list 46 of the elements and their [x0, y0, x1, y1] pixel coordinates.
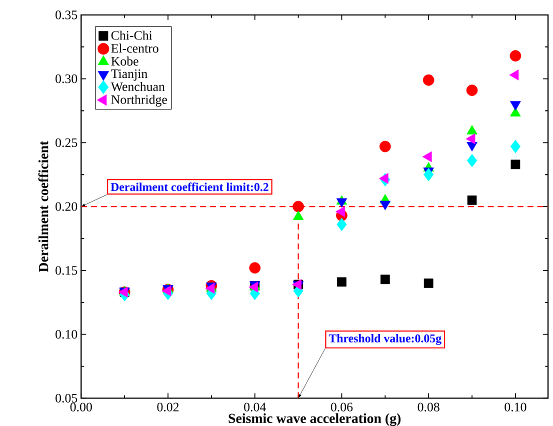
point — [466, 154, 478, 168]
point — [380, 200, 391, 210]
legend-label: Wenchuan — [110, 82, 165, 92]
point — [466, 133, 476, 144]
y-tick-label: 0.25 — [56, 138, 78, 148]
legend-label: El-centro — [111, 44, 158, 53]
point — [379, 140, 391, 152]
point — [422, 74, 434, 86]
point — [509, 70, 519, 80]
x-tick-label: 0.08 — [418, 402, 440, 412]
point — [510, 160, 520, 170]
point — [380, 274, 390, 284]
point — [424, 168, 434, 182]
x-tick-label: 0.02 — [157, 402, 179, 412]
y-tick-label: 0.05 — [56, 394, 78, 403]
point — [336, 218, 347, 232]
ref-line-label: Derailment coefficient limit:0.2 — [110, 182, 268, 192]
x-axis-title: Seismic wave acceleration (g) — [228, 413, 401, 426]
point — [378, 173, 388, 184]
legend-label: Kobe — [111, 56, 138, 66]
legend-label: Tianjin — [111, 69, 148, 81]
point — [336, 206, 345, 218]
x-tick-label: 0.10 — [504, 402, 526, 412]
y-axis-title: Derailment coefficient — [38, 140, 48, 272]
point — [424, 278, 434, 288]
x-tick-label: 0.00 — [70, 402, 92, 412]
point — [249, 262, 261, 274]
y-tick-label: 0.10 — [56, 330, 78, 339]
ref-line-label: Threshold value:0.05g — [328, 334, 442, 345]
point — [510, 50, 522, 62]
point — [510, 140, 521, 154]
y-tick-label: 0.30 — [56, 74, 78, 84]
x-tick-label: 0.04 — [244, 402, 266, 412]
y-tick-label: 0.15 — [56, 266, 78, 275]
y-tick-label: 0.35 — [56, 10, 78, 20]
point — [467, 195, 477, 205]
point — [422, 151, 432, 162]
x-tick-label: 0.06 — [330, 402, 353, 412]
legend-label: Northridge — [111, 94, 167, 107]
legend-label: Chi-Chi — [111, 30, 152, 40]
point — [466, 84, 478, 96]
point — [292, 200, 304, 212]
y-tick-label: 0.20 — [56, 202, 78, 211]
point — [510, 101, 521, 111]
point — [337, 277, 346, 287]
point — [336, 198, 348, 208]
